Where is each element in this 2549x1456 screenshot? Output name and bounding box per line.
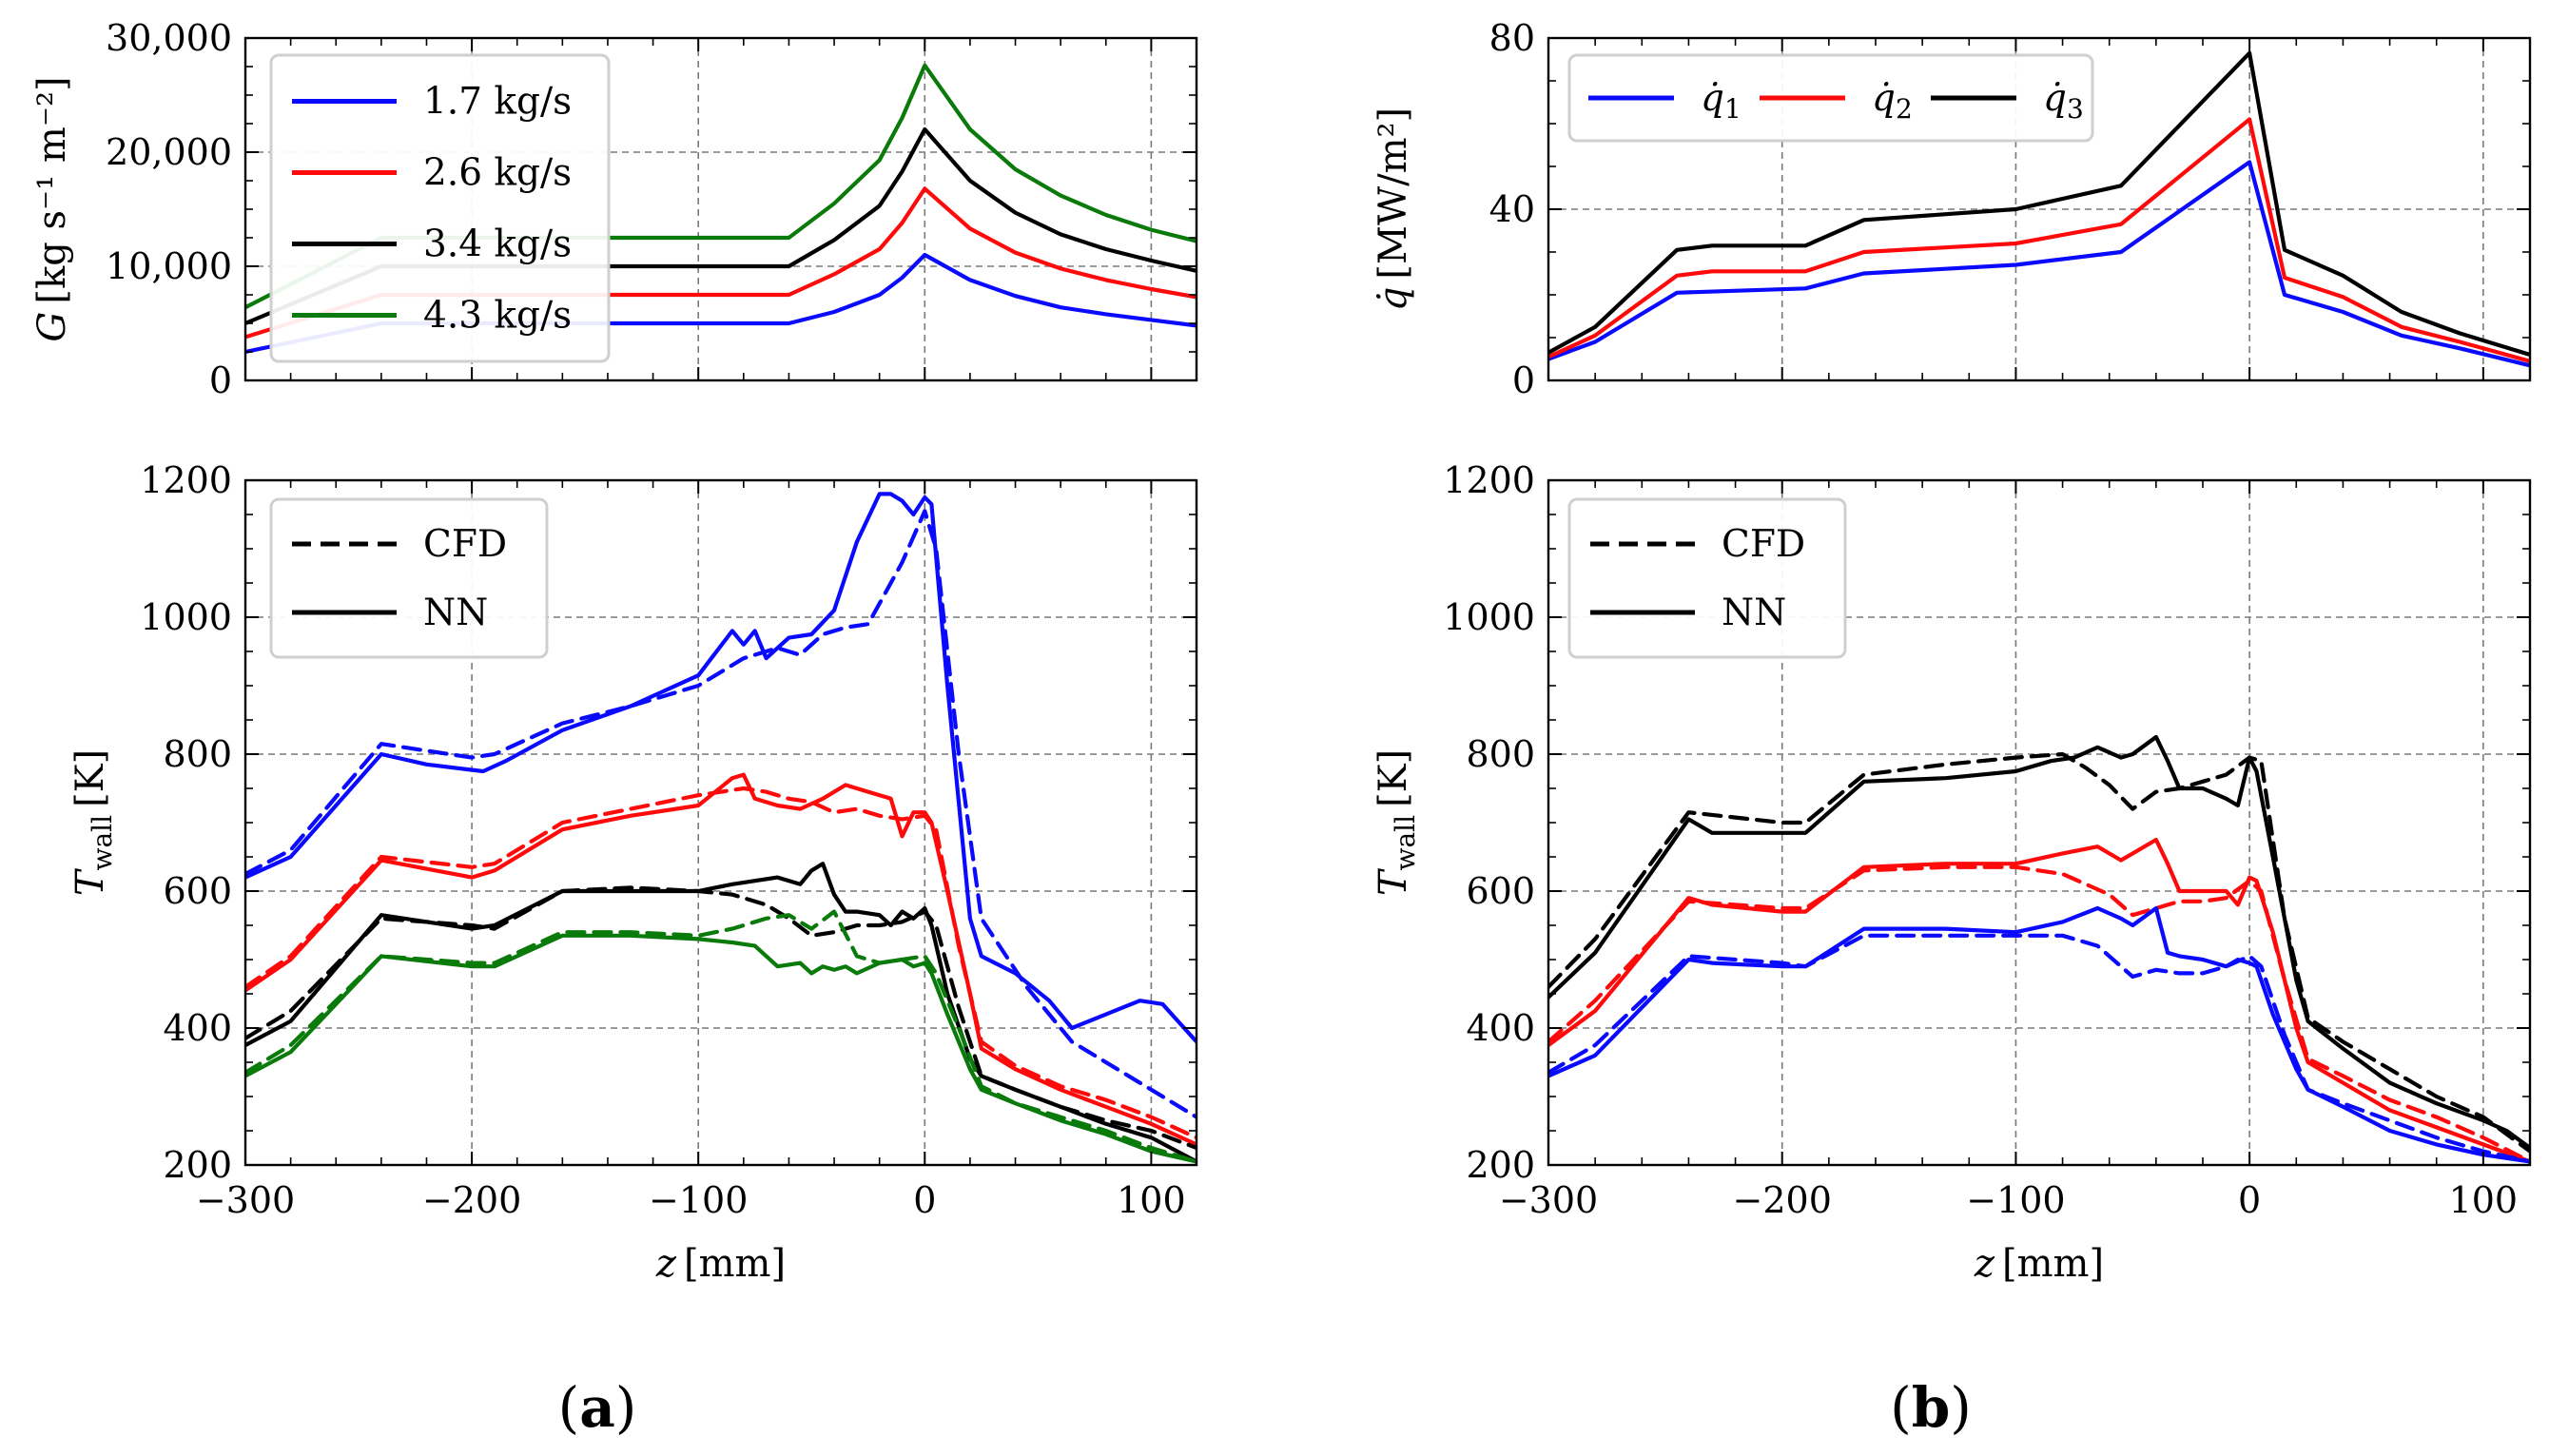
series-line-black_cfd	[1548, 751, 2530, 1154]
y-tick-label: 1000	[1443, 596, 1535, 638]
series-line-black_nn	[1548, 734, 2530, 1151]
x-tick-label: −100	[649, 1179, 748, 1221]
x-axis-label: z [mm]	[655, 1242, 786, 1286]
panel-label-b: (b)	[1890, 1375, 1972, 1440]
y-tick-label: 1200	[1443, 459, 1535, 501]
x-tick-label: −300	[1499, 1179, 1598, 1221]
series-line-q3	[1548, 50, 2530, 358]
series-group	[245, 63, 1197, 355]
legend-label: q̇2	[1872, 77, 1913, 125]
x-tick-label: 100	[2449, 1179, 2519, 1221]
series-line-green_nn	[245, 933, 1197, 1164]
chart-a-bottom-wall-temperature: 200 400 600 800 1000 1200 −300 −200 −100 0 100 z [mm…	[68, 459, 1198, 1286]
y-tick-label: 20,000	[106, 131, 232, 173]
y-tick-label: 200	[163, 1144, 232, 1186]
legend-box	[269, 497, 549, 659]
legend-box	[269, 53, 611, 363]
legend-label: 2.6 kg/s	[423, 152, 572, 195]
y-tick-label: 0	[1512, 359, 1535, 401]
y-axis-label: G[kg s⁻¹ m⁻²]	[30, 76, 74, 341]
y-tick-label: 800	[163, 733, 232, 775]
y-axis-label: Twall[K]	[68, 749, 118, 896]
series-group	[1548, 50, 2530, 368]
y-tick-label: 30,000	[106, 17, 232, 59]
legend: q̇1 q̇2 q̇3	[1567, 53, 2094, 143]
series-line-1_7_kg_s	[245, 252, 1197, 355]
y-tick-label: 600	[163, 870, 232, 912]
y-tick-label: 200	[1466, 1144, 1535, 1186]
legend: CFD NN	[1567, 497, 1847, 659]
legend-label: CFD	[1722, 523, 1805, 566]
x-tick-label: 0	[2238, 1179, 2261, 1221]
x-tick-label: −200	[1733, 1179, 1832, 1221]
y-tick-label: 600	[1466, 870, 1535, 912]
x-tick-label: −100	[1966, 1179, 2065, 1221]
series-line-q1	[1548, 160, 2530, 368]
y-tick-label: 0	[209, 359, 232, 401]
chart-b-bottom-wall-temperature: 200 400 600 800 1000 1200 −300 −200 −100 0 100 z [mm…	[1372, 459, 2532, 1286]
panel-label-a: (a)	[558, 1375, 637, 1440]
tick-marks	[1547, 37, 2531, 381]
y-axis-label: q̇[MW/m²]	[1372, 107, 1415, 311]
y-tick-label: 80	[1489, 17, 1535, 59]
x-tick-label: 0	[913, 1179, 936, 1221]
y-tick-label: 1200	[140, 459, 232, 501]
y-tick-label: 800	[1466, 733, 1535, 775]
y-tick-label: 400	[163, 1007, 232, 1049]
legend-label: q̇3	[2043, 77, 2084, 125]
chart-a-top-mass-flux: 0 10,000 20,000 30,000 G[kg s⁻¹ m⁻²] 1.7 kg/s…	[30, 17, 1198, 401]
y-axis-label: Twall[K]	[1372, 749, 1421, 896]
x-tick-label: 100	[1117, 1179, 1186, 1221]
series-group	[1548, 734, 2530, 1164]
tick-marks	[1547, 479, 2531, 1166]
series-line-3_4_kg_s	[245, 126, 1197, 326]
legend-label: CFD	[423, 523, 507, 566]
y-tick-label: 10,000	[106, 245, 232, 287]
legend-label: 3.4 kg/s	[423, 223, 572, 266]
tick-marks	[244, 479, 1197, 1166]
legend: 1.7 kg/s 2.6 kg/s 3.4 kg/s 4.3 kg/s	[269, 53, 611, 363]
series-line-2_6_kg_s	[245, 186, 1197, 340]
x-tick-label: −300	[196, 1179, 295, 1221]
series-group	[245, 492, 1197, 1164]
series-line-black_nn	[245, 862, 1197, 1164]
series-line-red_nn	[245, 772, 1197, 1147]
legend: CFD NN	[269, 497, 549, 659]
series-line-green_cfd	[245, 909, 1197, 1164]
x-axis-label: z [mm]	[1974, 1242, 2104, 1286]
series-line-red_cfd	[245, 786, 1197, 1140]
series-line-q2	[1548, 117, 2530, 363]
tick-marks	[244, 37, 1197, 381]
series-line-blue_nn	[1548, 905, 2530, 1164]
legend-label: 4.3 kg/s	[423, 295, 572, 338]
legend-label: q̇1	[1701, 77, 1741, 125]
gridlines	[245, 480, 1197, 1165]
series-line-blue_nn	[245, 492, 1197, 1044]
y-tick-label: 40	[1489, 188, 1535, 230]
chart-b-top-heat-flux: 0 40 80 q̇[MW/m²] q̇1 q̇2 q̇3	[1372, 17, 2532, 401]
series-line-red_nn	[1548, 837, 2530, 1164]
legend-label: 1.7 kg/s	[423, 81, 572, 124]
legend-label: NN	[1722, 592, 1786, 634]
x-tick-label: −200	[422, 1179, 521, 1221]
legend-box	[1567, 497, 1847, 659]
y-tick-label: 400	[1466, 1007, 1535, 1049]
legend-label: NN	[423, 592, 488, 634]
y-tick-label: 1000	[140, 596, 232, 638]
series-line-4_3_kg_s	[245, 63, 1197, 310]
series-line-blue_cfd	[245, 509, 1197, 1119]
